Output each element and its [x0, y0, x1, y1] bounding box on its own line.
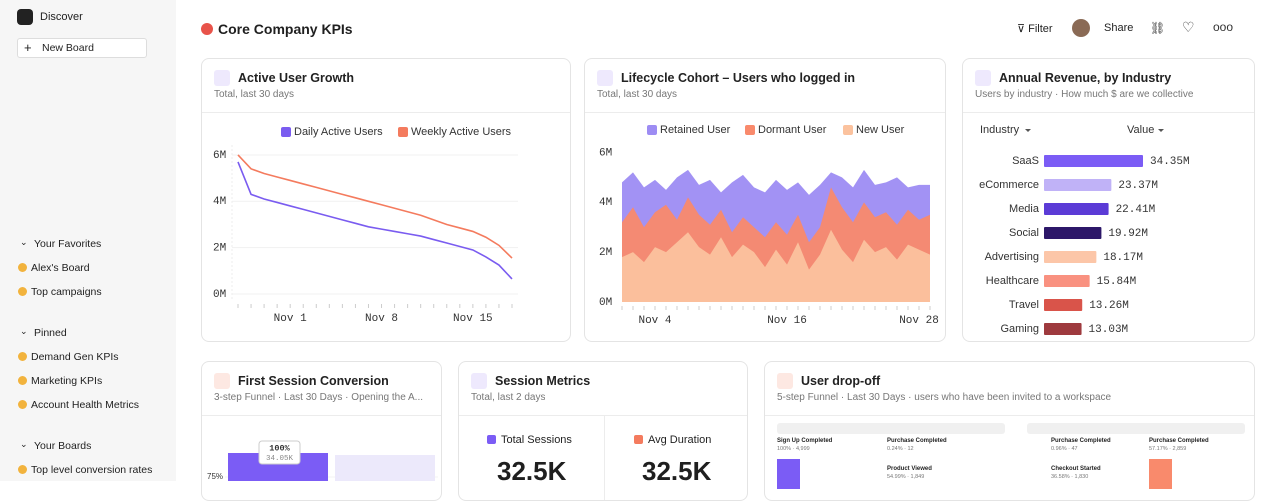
section-title: Pinned — [34, 327, 67, 339]
card-title: Session Metrics — [495, 374, 591, 388]
divider — [963, 112, 1254, 113]
card-revenue: Annual Revenue, by Industry Users by ind… — [962, 58, 1255, 342]
legend-swatch — [487, 435, 496, 444]
card-subtitle: Total, last 2 days — [471, 392, 546, 403]
step-stat: 100% · 4,999 — [777, 446, 810, 452]
new-board-button[interactable]: + New Board — [17, 38, 147, 58]
card-icon — [214, 373, 230, 389]
section-title: Your Favorites — [34, 238, 102, 250]
legend-swatch — [634, 435, 643, 444]
card-funnel: First Session Conversion 3-step Funnel ·… — [201, 361, 442, 501]
metric-name: Avg Duration — [648, 434, 712, 446]
sidebar: Discover + New Board Your Favorites ⌄ Alex… — [0, 0, 176, 481]
card-icon — [777, 373, 793, 389]
caret: ⌄ — [20, 439, 28, 449]
plus-icon: + — [24, 40, 32, 55]
title-icon — [201, 23, 213, 35]
step-name: Purchase Completed — [1051, 438, 1111, 444]
card-session: Session Metrics Total, last 2 days Total… — [458, 361, 748, 501]
section-title: Your Boards — [34, 440, 92, 452]
logo — [17, 9, 33, 25]
step-name: Checkout Started — [1051, 466, 1101, 472]
filter-button[interactable]: ⊽ Filter — [1017, 23, 1053, 35]
step-stat: 54.99% · 1,849 — [887, 474, 925, 480]
step-stat: 36.58% · 1,830 — [1051, 474, 1089, 480]
card-icon — [471, 373, 487, 389]
metric-name: Total Sessions — [501, 434, 572, 446]
card-subtitle: 5-step Funnel · Last 30 Days · users who… — [777, 392, 1112, 403]
emoji-icon — [18, 400, 27, 409]
emoji-icon — [18, 376, 27, 385]
divider — [202, 112, 570, 113]
step-name: Purchase Completed — [887, 438, 947, 444]
avatar[interactable] — [1072, 19, 1090, 37]
card-title: User drop-off — [801, 374, 881, 388]
emoji-icon — [18, 465, 27, 474]
board-link[interactable]: Demand Gen KPIs — [31, 351, 119, 363]
card-icon — [214, 70, 230, 86]
card-subtitle: 3-step Funnel · Last 30 Days · Opening t… — [214, 392, 424, 403]
more-icon[interactable]: ooo — [1213, 20, 1234, 34]
card-subtitle: Total, last 30 days — [597, 89, 678, 100]
share-button[interactable]: Share — [1104, 22, 1134, 34]
step-name: Purchase Completed — [1149, 438, 1209, 444]
card-active-users: Active User Growth Total, last 30 days — [201, 58, 571, 342]
step-name: Sign Up Completed — [777, 438, 833, 444]
board-link[interactable]: Top campaigns — [31, 286, 102, 298]
step-bar — [1027, 423, 1245, 434]
card-icon — [975, 70, 991, 86]
discover[interactable]: Discover — [40, 11, 83, 23]
divider — [459, 415, 747, 416]
step-stat: 57.17% · 2,859 — [1149, 446, 1187, 452]
divider — [604, 416, 605, 500]
emoji-icon — [18, 263, 27, 272]
funnel-bar — [777, 459, 800, 489]
caret: ⌄ — [20, 237, 28, 247]
card-lifecycle: Lifecycle Cohort – Users who logged in T… — [584, 58, 946, 342]
card-title: Lifecycle Cohort – Users who logged in — [621, 71, 856, 85]
funnel-bar — [1149, 459, 1172, 489]
new-board: New Board — [42, 42, 94, 54]
metric-value: 32.5K — [497, 456, 567, 486]
step-stat: 0.96% · 47 — [1051, 446, 1078, 452]
card-title: First Session Conversion — [238, 374, 389, 388]
divider — [202, 415, 441, 416]
link-icon[interactable]: ⛓ — [1150, 21, 1166, 35]
card-subtitle: Total, last 30 days — [214, 89, 295, 100]
board-title: Core Company KPIs — [218, 21, 353, 37]
divider — [585, 112, 945, 113]
board-link[interactable]: Marketing KPIs — [31, 375, 103, 387]
card-subtitle: Users by industry · How much $ are we co… — [975, 89, 1194, 100]
heart-icon[interactable]: ♡ — [1182, 19, 1195, 35]
step-bar — [777, 423, 1005, 434]
filter-label: Filter — [1028, 23, 1053, 35]
board-link[interactable]: Account Health Metrics — [31, 399, 139, 411]
board-link[interactable]: Top level conversion rates — [31, 464, 153, 476]
card-title: Active User Growth — [238, 71, 355, 85]
step-stat: 0.24% · 12 — [887, 446, 914, 452]
board-link[interactable]: Alex's Board — [31, 262, 90, 274]
caret: ⌄ — [20, 326, 28, 336]
step-name: Product Viewed — [887, 466, 932, 472]
divider — [765, 415, 1254, 416]
metric-value: 32.5K — [642, 456, 712, 486]
card-icon — [597, 70, 613, 86]
emoji-icon — [18, 287, 27, 296]
emoji-icon — [18, 352, 27, 361]
card-title: Annual Revenue, by Industry — [999, 71, 1172, 85]
card-dropoff: User drop-off 5-step Funnel · Last 30 Da… — [764, 361, 1255, 501]
